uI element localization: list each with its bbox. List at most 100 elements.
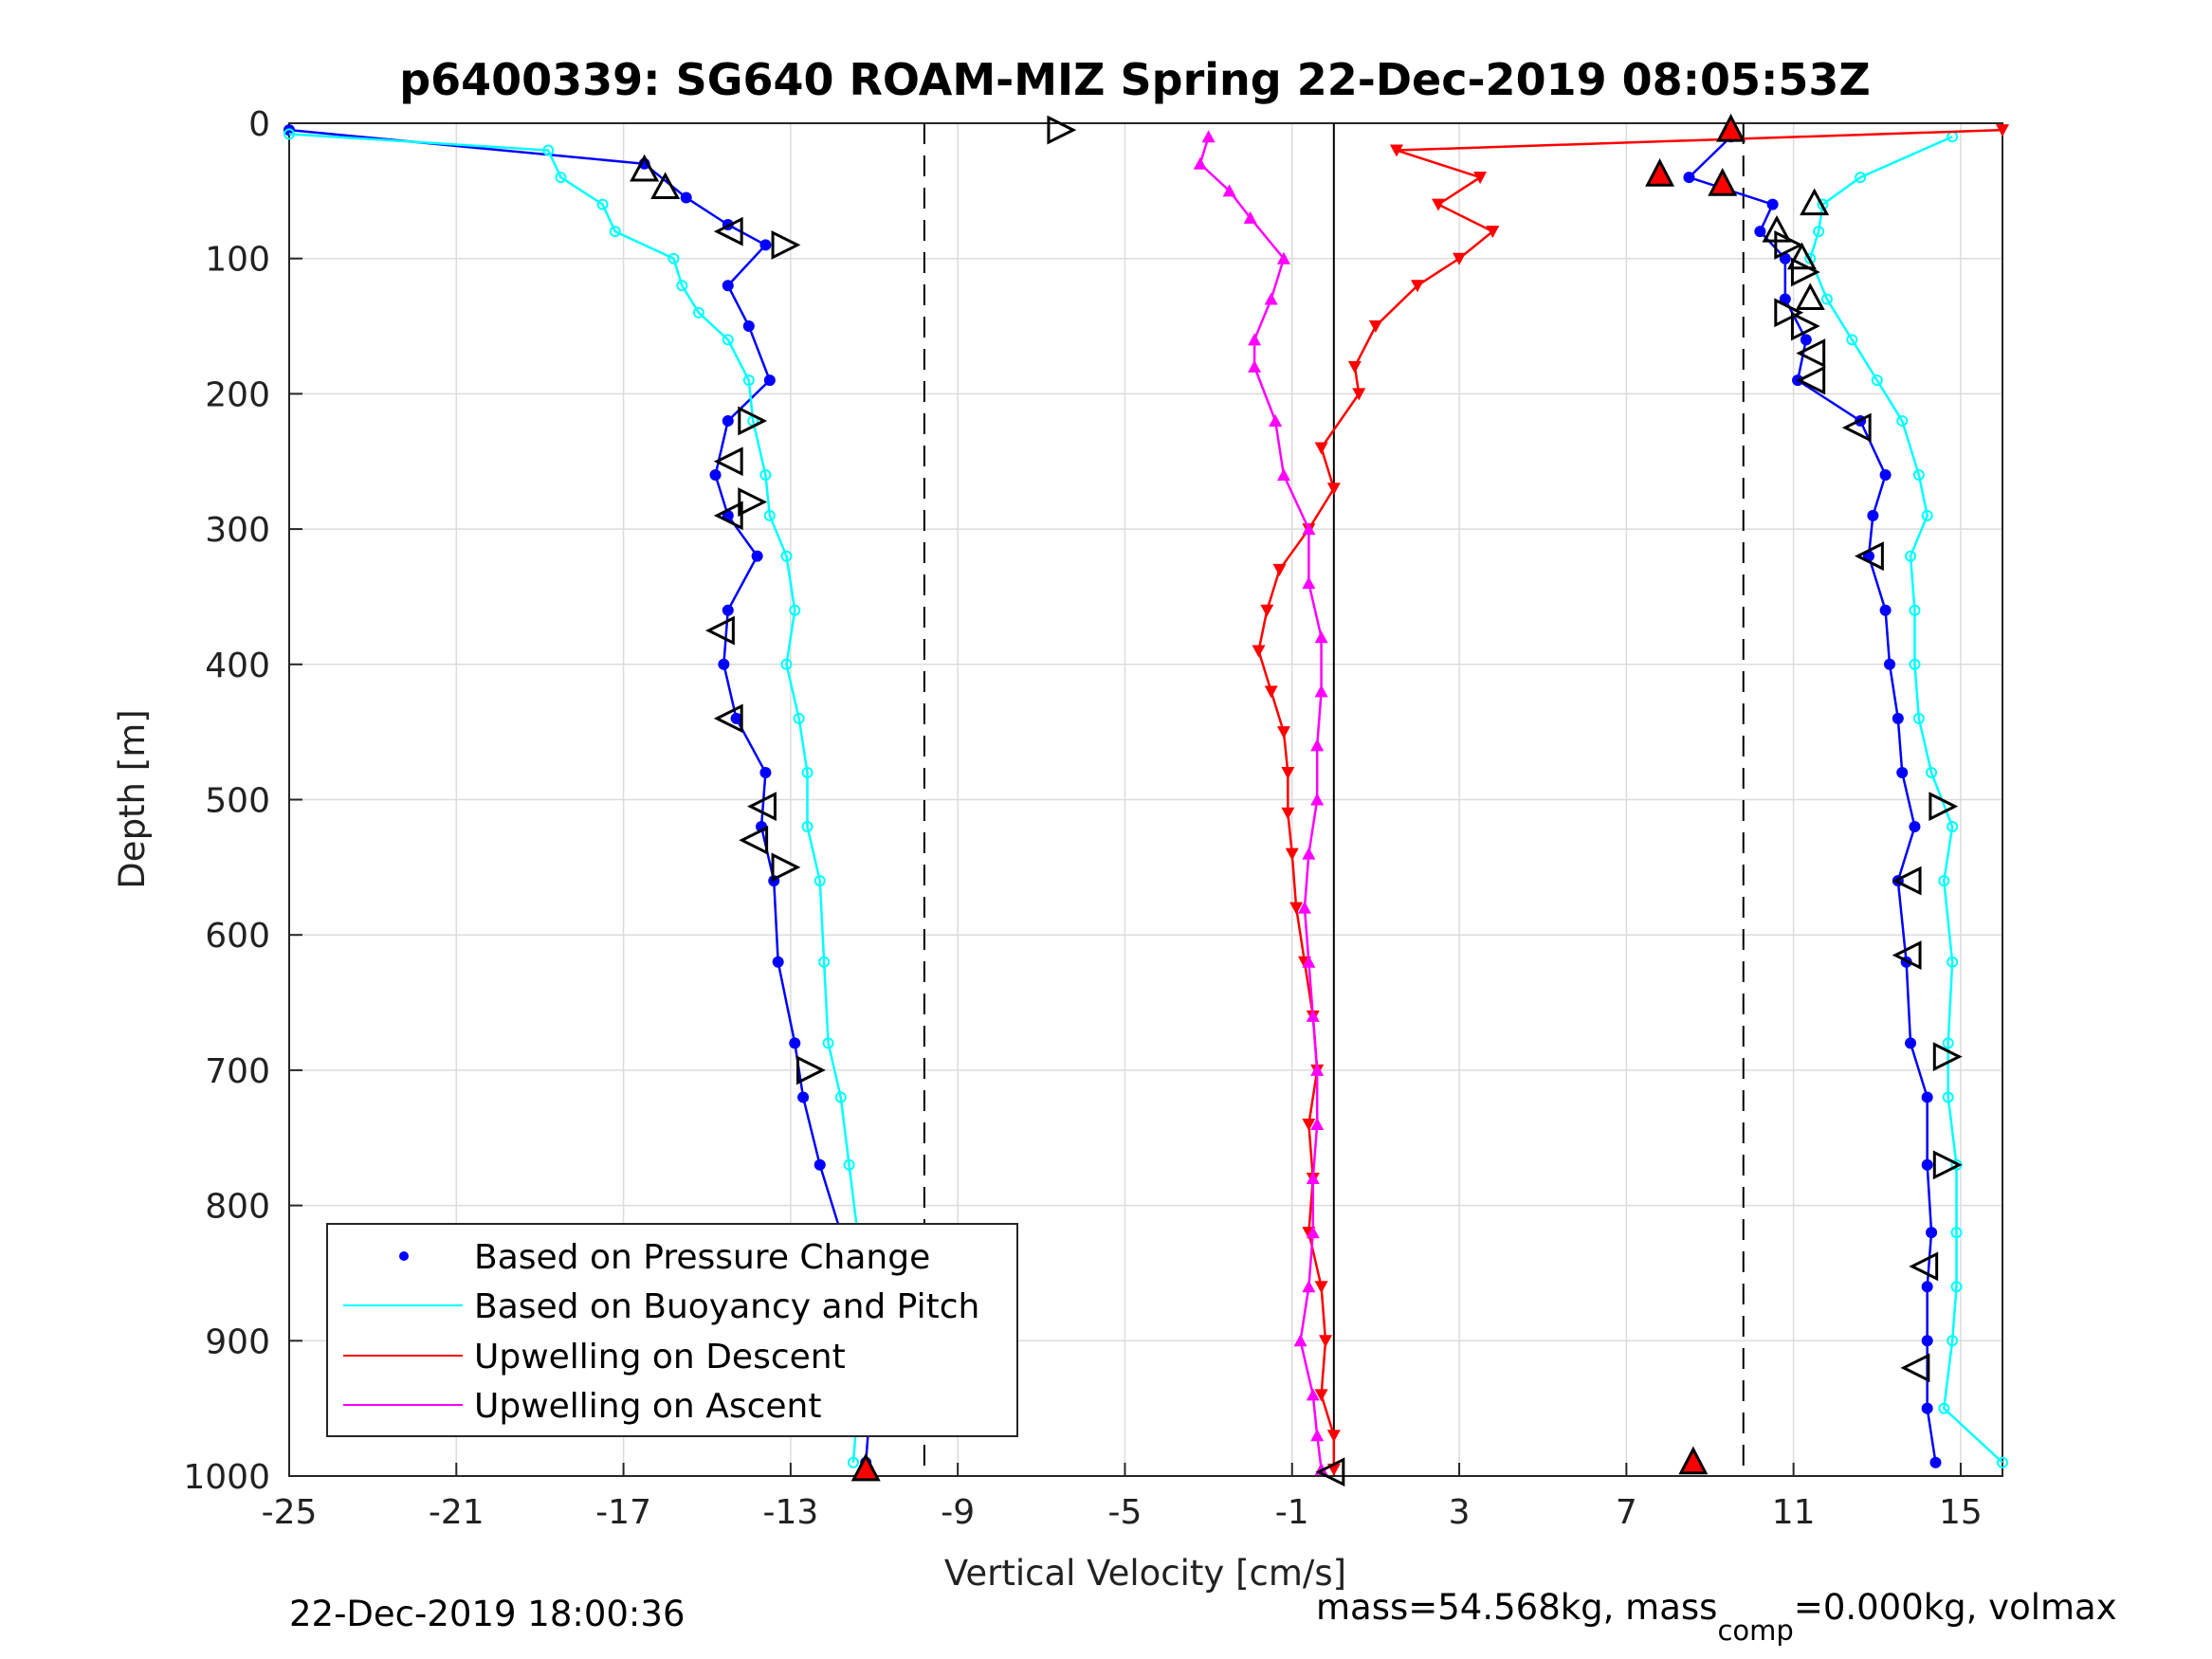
red-up-triangle-marker-3 [1708,167,1738,196]
series-4-point-2 [1473,172,1488,185]
series-3-point-8 [1896,414,1909,427]
right-triangle-marker-3 [738,487,768,517]
x-tick-label-7: 3 [1449,1493,1471,1532]
up-triangle-marker-3 [1762,215,1792,243]
series-3-point-12 [1909,604,1921,616]
legend-swatch-pressure [399,1251,409,1261]
up-triangle-marker-2 [1800,188,1830,216]
legend-label-ascent: Upwelling on Ascent [474,1387,821,1426]
y-tick-label-7: 700 [205,1052,270,1091]
y-tick-label-2: 200 [205,375,270,414]
y-tick-label-9: 900 [205,1322,270,1361]
series-2-point-24 [1921,1335,1933,1347]
red-up-triangle-marker-4 [1716,113,1746,142]
series-3-point-15 [1926,766,1938,778]
series-1-point-5 [667,252,680,264]
right-triangle-marker-9 [1790,257,1820,287]
x-tick-labels: -25 -21 -17 -13 -9 -5 -1 3 7 11 15 [262,1463,1983,1532]
series-2-point-5 [1779,293,1791,305]
series-4-point-15 [1252,645,1266,658]
left-triangle-marker-5 [747,792,777,822]
x-tick-label-4: -9 [941,1493,975,1532]
right-triangle-marker-10 [1790,311,1820,341]
right-triangle-marker-4 [771,852,801,883]
series-1-point-22 [834,1091,847,1103]
series-5-point-24 [1302,1280,1316,1293]
series-0-point-2 [680,191,692,204]
y-tick-label-8: 800 [205,1188,270,1227]
right-triangle-marker-1 [771,230,801,260]
series-3-point-25 [1938,1402,1950,1414]
y-tick-label-10: 1000 [183,1458,270,1497]
left-triangle-marker-3 [705,615,735,646]
series-1-point-0 [283,128,295,140]
series-5-point-3 [1243,210,1257,224]
series-0-point-19 [789,1037,801,1049]
series-4-point-11 [1326,483,1341,496]
up-triangle-marker-5 [1795,283,1825,311]
red-up-triangle-marker-2 [1645,157,1675,187]
footer-mass-subscript: comp [1717,1614,1793,1647]
series-1-point-12 [763,509,776,521]
series-5-point-7 [1248,359,1262,373]
left-triangle-marker-0 [713,216,743,246]
series-3-point-16 [1947,821,1959,833]
series-2-point-2 [1766,198,1779,210]
series-4-point-19 [1281,807,1295,820]
right-triangle-marker-2 [738,406,768,436]
series-3-point-5 [1820,293,1833,305]
series-5-point-18 [1302,955,1316,968]
x-tick-label-1: -21 [429,1493,484,1532]
left-triangle-marker-14 [1900,1353,1930,1383]
series-2-point-25 [1921,1402,1933,1414]
series-layer [283,124,2009,1476]
left-triangle-marker-11 [1892,866,1922,896]
series-4-point-6 [1410,280,1424,293]
series-2-point-9 [1879,469,1892,482]
series-1-point-3 [596,198,609,210]
y-tick-label-3: 300 [205,511,270,550]
series-2-point-12 [1879,604,1892,616]
right-triangle-marker-12 [1929,792,1959,822]
series-4-point-28 [1314,1281,1328,1294]
series-4-point-0 [1996,124,2009,137]
y-tick-label-6: 600 [205,917,270,956]
series-2-point-6 [1800,334,1812,346]
series-2-point-15 [1896,766,1909,778]
series-2-point-1 [1683,172,1695,184]
series-3-point-24 [1947,1335,1959,1347]
series-2-point-4 [1779,252,1791,264]
left-triangle-marker-9 [1841,412,1872,443]
legend-label-pressure: Based on Pressure Change [474,1238,930,1277]
series-0-point-20 [797,1091,810,1103]
series-5-point-23 [1306,1226,1320,1239]
series-4-point-5 [1453,252,1467,265]
series-5-point-26 [1306,1388,1320,1401]
series-3-point-3 [1813,226,1825,238]
series-0-point-9 [709,469,722,482]
y-tick-label-1: 100 [205,241,270,280]
series-3-point-1 [1855,172,1867,184]
series-5-point-8 [1269,413,1283,427]
series-4-point-30 [1314,1389,1328,1402]
series-0-point-14 [730,712,742,724]
series-5-point-17 [1297,901,1311,914]
series-5-point-22 [1306,1172,1320,1185]
series-1-point-9 [742,374,755,387]
series-5-point-4 [1276,251,1290,264]
left-triangle-marker-4 [713,703,743,734]
reference-lines [923,123,1745,1476]
series-5-point-10 [1302,522,1316,536]
series-1-point-18 [801,821,814,833]
series-4-point-18 [1281,766,1295,779]
series-2-point-16 [1909,821,1921,833]
up-triangle-marker-4 [1786,242,1817,270]
series-0-point-13 [718,658,730,670]
series-line-1 [288,133,864,1463]
series-5-point-5 [1264,292,1278,305]
series-0-point-5 [722,280,734,292]
series-3-point-18 [1947,956,1959,968]
series-2-point-21 [1921,1158,1933,1171]
series-4-point-3 [1432,198,1446,211]
left-triangle-marker-1 [713,447,743,477]
